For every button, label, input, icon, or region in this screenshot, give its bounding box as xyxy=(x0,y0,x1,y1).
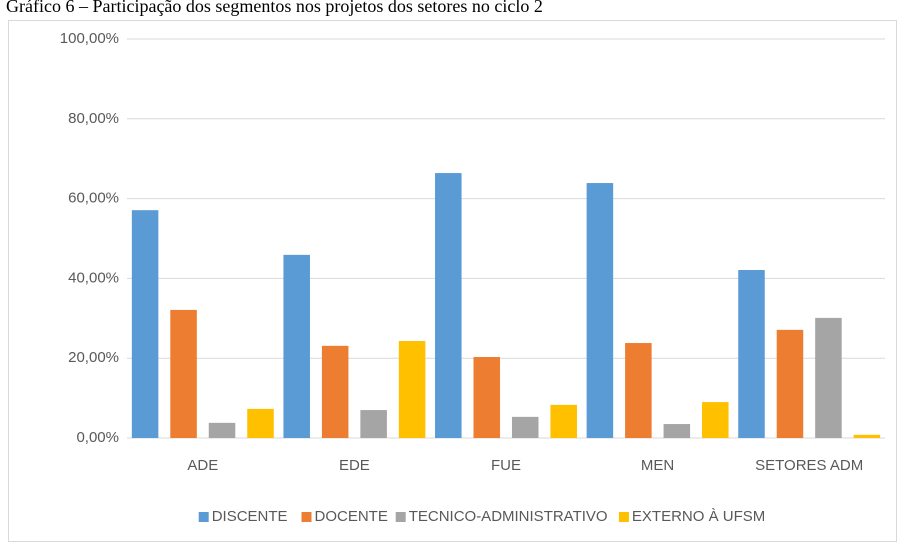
legend-swatch xyxy=(301,512,312,522)
x-tick-label: SETORES ADM xyxy=(755,457,863,474)
bar xyxy=(170,309,197,438)
legend-label: EXTERNO À UFSM xyxy=(632,508,765,525)
y-tick-label: 100,00% xyxy=(60,30,119,47)
bar xyxy=(738,270,765,438)
bar xyxy=(473,357,501,438)
bar xyxy=(247,408,274,438)
bar xyxy=(511,416,539,438)
legend-swatch xyxy=(198,512,209,522)
legend-swatch xyxy=(618,512,629,522)
bar xyxy=(131,210,159,438)
y-tick-label: 0,00% xyxy=(76,429,119,446)
y-tick-label: 80,00% xyxy=(68,110,119,127)
bar xyxy=(815,317,842,438)
y-tick-label: 40,00% xyxy=(68,269,119,286)
bar xyxy=(625,343,652,438)
x-tick-label: EDE xyxy=(339,457,370,474)
legend-label: TECNICO-ADMINISTRATIVO xyxy=(409,508,608,525)
bar xyxy=(853,434,881,438)
legend-label: DOCENTE xyxy=(315,508,388,525)
y-tick-label: 60,00% xyxy=(68,190,119,207)
bar xyxy=(360,410,387,438)
legend-label: DISCENTE xyxy=(212,508,288,525)
bar xyxy=(398,341,426,438)
bar xyxy=(208,422,236,438)
chart-title: Gráfico 6 – Participação dos segmentos n… xyxy=(6,0,543,16)
x-tick-label: MEN xyxy=(641,457,674,474)
bar xyxy=(586,183,614,438)
bar xyxy=(702,402,729,438)
bar xyxy=(550,404,577,438)
y-tick-label: 20,00% xyxy=(68,349,119,366)
bar xyxy=(663,424,691,438)
bar xyxy=(283,254,310,438)
bar xyxy=(321,345,349,438)
legend-swatch xyxy=(395,512,406,522)
x-tick-label: FUE xyxy=(491,457,521,474)
x-tick-label: ADE xyxy=(187,457,218,474)
bar xyxy=(435,173,462,438)
bar xyxy=(776,329,804,438)
